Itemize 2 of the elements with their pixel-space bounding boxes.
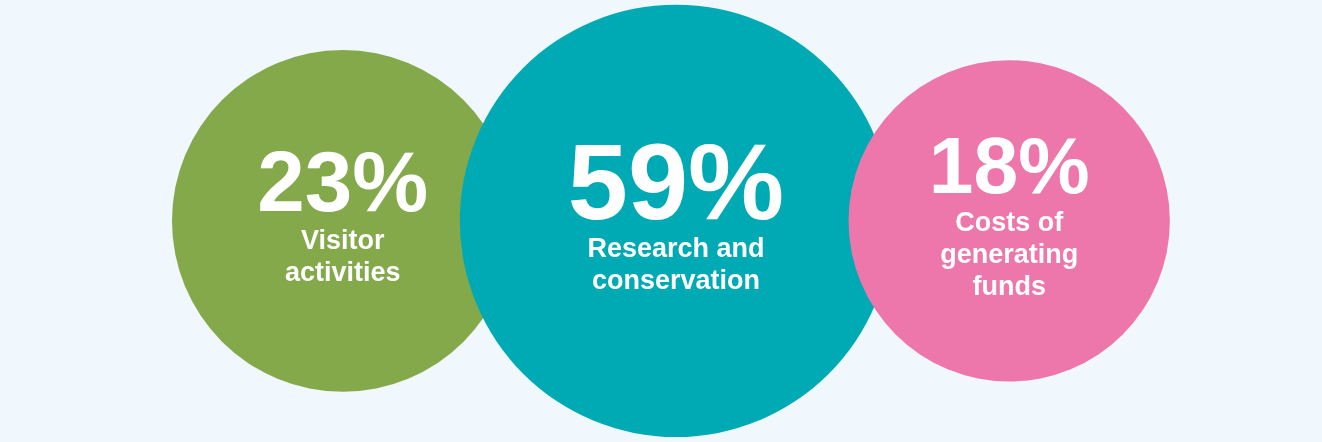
data-label: 18% bbox=[928, 119, 1090, 210]
category-label: Costs of generating funds bbox=[940, 207, 1079, 302]
